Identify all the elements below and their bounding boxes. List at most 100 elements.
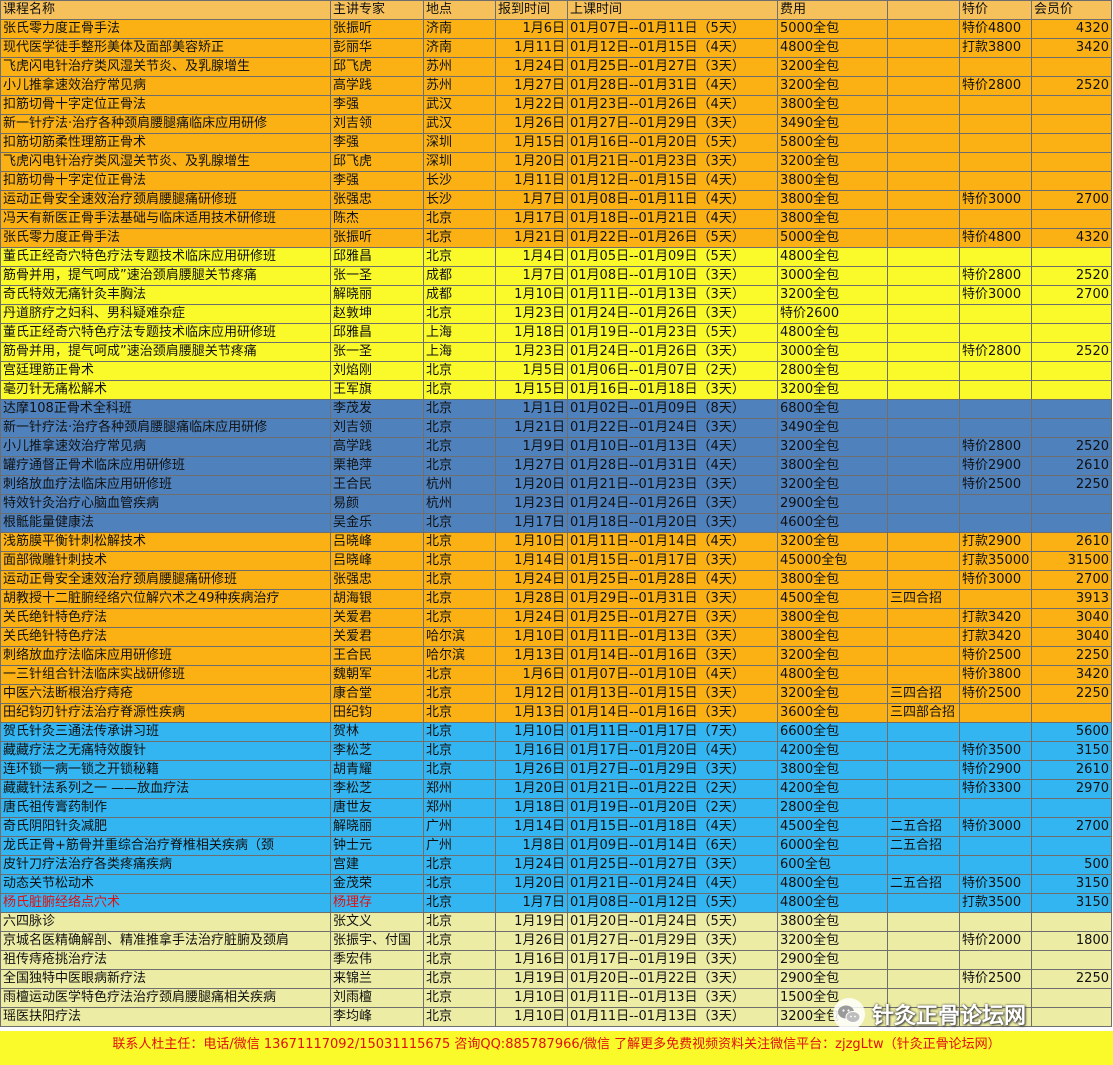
table-row: 宫廷理筋正骨术 刘焰刚 北京 1月5日 01月06日--01月07日（2天） 2800全包	[0, 361, 1112, 381]
table-body: 张氏零力度正骨手法 张振听 济南 1月6日 01月07日--01月11日（5天） 5000…	[0, 19, 1112, 1027]
member-price-cell: 2520	[1031, 76, 1112, 96]
special-price-cell	[959, 855, 1032, 875]
fee-cell: 3800全包	[777, 209, 888, 229]
fee-cell: 3200全包	[777, 646, 888, 666]
expert-cell: 王合民	[330, 475, 424, 495]
table-row: 运动正骨安全速效治疗颈肩腰腿痛研修班 张强忠 长沙 1月7日 01月08日--01月11…	[0, 190, 1112, 210]
combo-note-cell	[887, 627, 960, 647]
course-name-cell: 小儿推拿速效治疗常见病	[0, 437, 331, 457]
expert-cell: 彭丽华	[330, 38, 424, 58]
member-price-cell	[1031, 247, 1112, 267]
combo-note-cell	[887, 437, 960, 457]
table-row: 面部微雕针刺技术 吕晓峰 北京 1月14日 01月15日--01月17日（3天） 4500…	[0, 551, 1112, 571]
location-cell: 北京	[423, 418, 496, 438]
course-name-cell: 毫刃针无痛松解术	[0, 380, 331, 400]
combo-note-cell: 二五合招	[887, 836, 960, 856]
expert-cell: 关爱君	[330, 608, 424, 628]
special-price-cell	[959, 399, 1032, 419]
location-cell: 济南	[423, 38, 496, 58]
table-row: 新一针疗法·治疗各种颈肩腰腿痛临床应用研修 刘吉领 北京 1月21日 01月22日--0…	[0, 418, 1112, 438]
checkin-date-cell: 1月19日	[495, 969, 568, 989]
combo-note-cell	[887, 855, 960, 875]
combo-note-cell	[887, 722, 960, 742]
class-time-cell: 01月24日--01月26日（3天）	[567, 304, 778, 324]
special-price-cell	[959, 703, 1032, 723]
class-time-cell: 01月27日--01月29日（3天）	[567, 114, 778, 134]
location-cell: 广州	[423, 817, 496, 837]
class-time-cell: 01月08日--01月11日（4天）	[567, 190, 778, 210]
member-price-cell	[1031, 209, 1112, 229]
class-time-cell: 01月18日--01月21日（4天）	[567, 209, 778, 229]
checkin-date-cell: 1月15日	[495, 380, 568, 400]
table-row: 杨氏脏腑经络点穴术 杨理存 北京 1月7日 01月08日--01月12日（5天） 4800…	[0, 893, 1112, 913]
special-price-cell: 打款3420	[959, 608, 1032, 628]
member-price-cell: 2250	[1031, 969, 1112, 989]
expert-cell: 陈杰	[330, 209, 424, 229]
checkin-date-cell: 1月24日	[495, 57, 568, 77]
member-price-cell: 2520	[1031, 266, 1112, 286]
class-time-cell: 01月21日--01月24日（4天）	[567, 874, 778, 894]
special-price-cell	[959, 1007, 1032, 1027]
class-time-cell: 01月20日--01月24日（5天）	[567, 912, 778, 932]
expert-cell: 金茂荣	[330, 874, 424, 894]
course-name-cell: 龙氏正骨+筋骨并重综合治疗脊椎相关疾病（颈	[0, 836, 331, 856]
course-name-cell: 刺络放血疗法临床应用研修班	[0, 646, 331, 666]
checkin-date-cell: 1月24日	[495, 855, 568, 875]
special-price-cell	[959, 912, 1032, 932]
course-name-cell: 现代医学徒手整形美体及面部美容矫正	[0, 38, 331, 58]
location-cell: 北京	[423, 665, 496, 685]
expert-cell: 张一圣	[330, 342, 424, 362]
class-time-cell: 01月24日--01月26日（3天）	[567, 494, 778, 514]
table-row: 毫刃针无痛松解术 王军旗 北京 1月15日 01月16日--01月18日（3天） 3200…	[0, 380, 1112, 400]
class-time-cell: 01月19日--01月23日（5天）	[567, 323, 778, 343]
expert-cell: 吴金乐	[330, 513, 424, 533]
expert-cell: 吕晓峰	[330, 551, 424, 571]
member-price-cell	[1031, 380, 1112, 400]
fee-cell: 4500全包	[777, 589, 888, 609]
checkin-date-cell: 1月7日	[495, 266, 568, 286]
location-cell: 武汉	[423, 114, 496, 134]
fee-cell: 3200全包	[777, 532, 888, 552]
fee-cell: 3490全包	[777, 418, 888, 438]
special-price-cell: 特价3000	[959, 190, 1032, 210]
location-cell: 北京	[423, 608, 496, 628]
course-name-cell: 宫廷理筋正骨术	[0, 361, 331, 381]
combo-note-cell	[887, 931, 960, 951]
course-name-cell: 飞虎闪电针治疗类风湿关节炎、及乳腺增生	[0, 152, 331, 172]
checkin-date-cell: 1月21日	[495, 228, 568, 248]
expert-cell: 刘雨檀	[330, 988, 424, 1008]
location-cell: 长沙	[423, 190, 496, 210]
combo-note-cell	[887, 513, 960, 533]
member-price-cell: 31500	[1031, 551, 1112, 571]
fee-cell: 4800全包	[777, 38, 888, 58]
table-row: 祖传痔疮挑治疗法 季宏伟 北京 1月16日 01月17日--01月19日（3天） 2900…	[0, 950, 1112, 970]
fee-cell: 4200全包	[777, 779, 888, 799]
member-price-cell	[1031, 114, 1112, 134]
combo-note-cell	[887, 247, 960, 267]
checkin-date-cell: 1月24日	[495, 608, 568, 628]
checkin-date-cell: 1月6日	[495, 19, 568, 39]
special-price-cell	[959, 494, 1032, 514]
column-header-checkin: 报到时间	[495, 0, 568, 20]
location-cell: 北京	[423, 874, 496, 894]
class-time-cell: 01月27日--01月29日（3天）	[567, 760, 778, 780]
location-cell: 哈尔滨	[423, 646, 496, 666]
special-price-cell: 特价2800	[959, 342, 1032, 362]
class-time-cell: 01月05日--01月09日（5天）	[567, 247, 778, 267]
location-cell: 北京	[423, 969, 496, 989]
location-cell: 北京	[423, 247, 496, 267]
expert-cell: 李松芝	[330, 779, 424, 799]
location-cell: 北京	[423, 551, 496, 571]
course-name-cell: 筋骨并用，提气呵成”速治颈肩腰腿关节疼痛	[0, 266, 331, 286]
special-price-cell: 特价2800	[959, 266, 1032, 286]
checkin-date-cell: 1月5日	[495, 361, 568, 381]
special-price-cell	[959, 171, 1032, 191]
class-time-cell: 01月25日--01月27日（3天）	[567, 608, 778, 628]
expert-cell: 刘吉领	[330, 418, 424, 438]
checkin-date-cell: 1月20日	[495, 152, 568, 172]
member-price-cell: 2970	[1031, 779, 1112, 799]
member-price-cell	[1031, 988, 1112, 1008]
class-time-cell: 01月27日--01月29日（3天）	[567, 931, 778, 951]
combo-note-cell	[887, 608, 960, 628]
fee-cell: 特价2600	[777, 304, 888, 324]
